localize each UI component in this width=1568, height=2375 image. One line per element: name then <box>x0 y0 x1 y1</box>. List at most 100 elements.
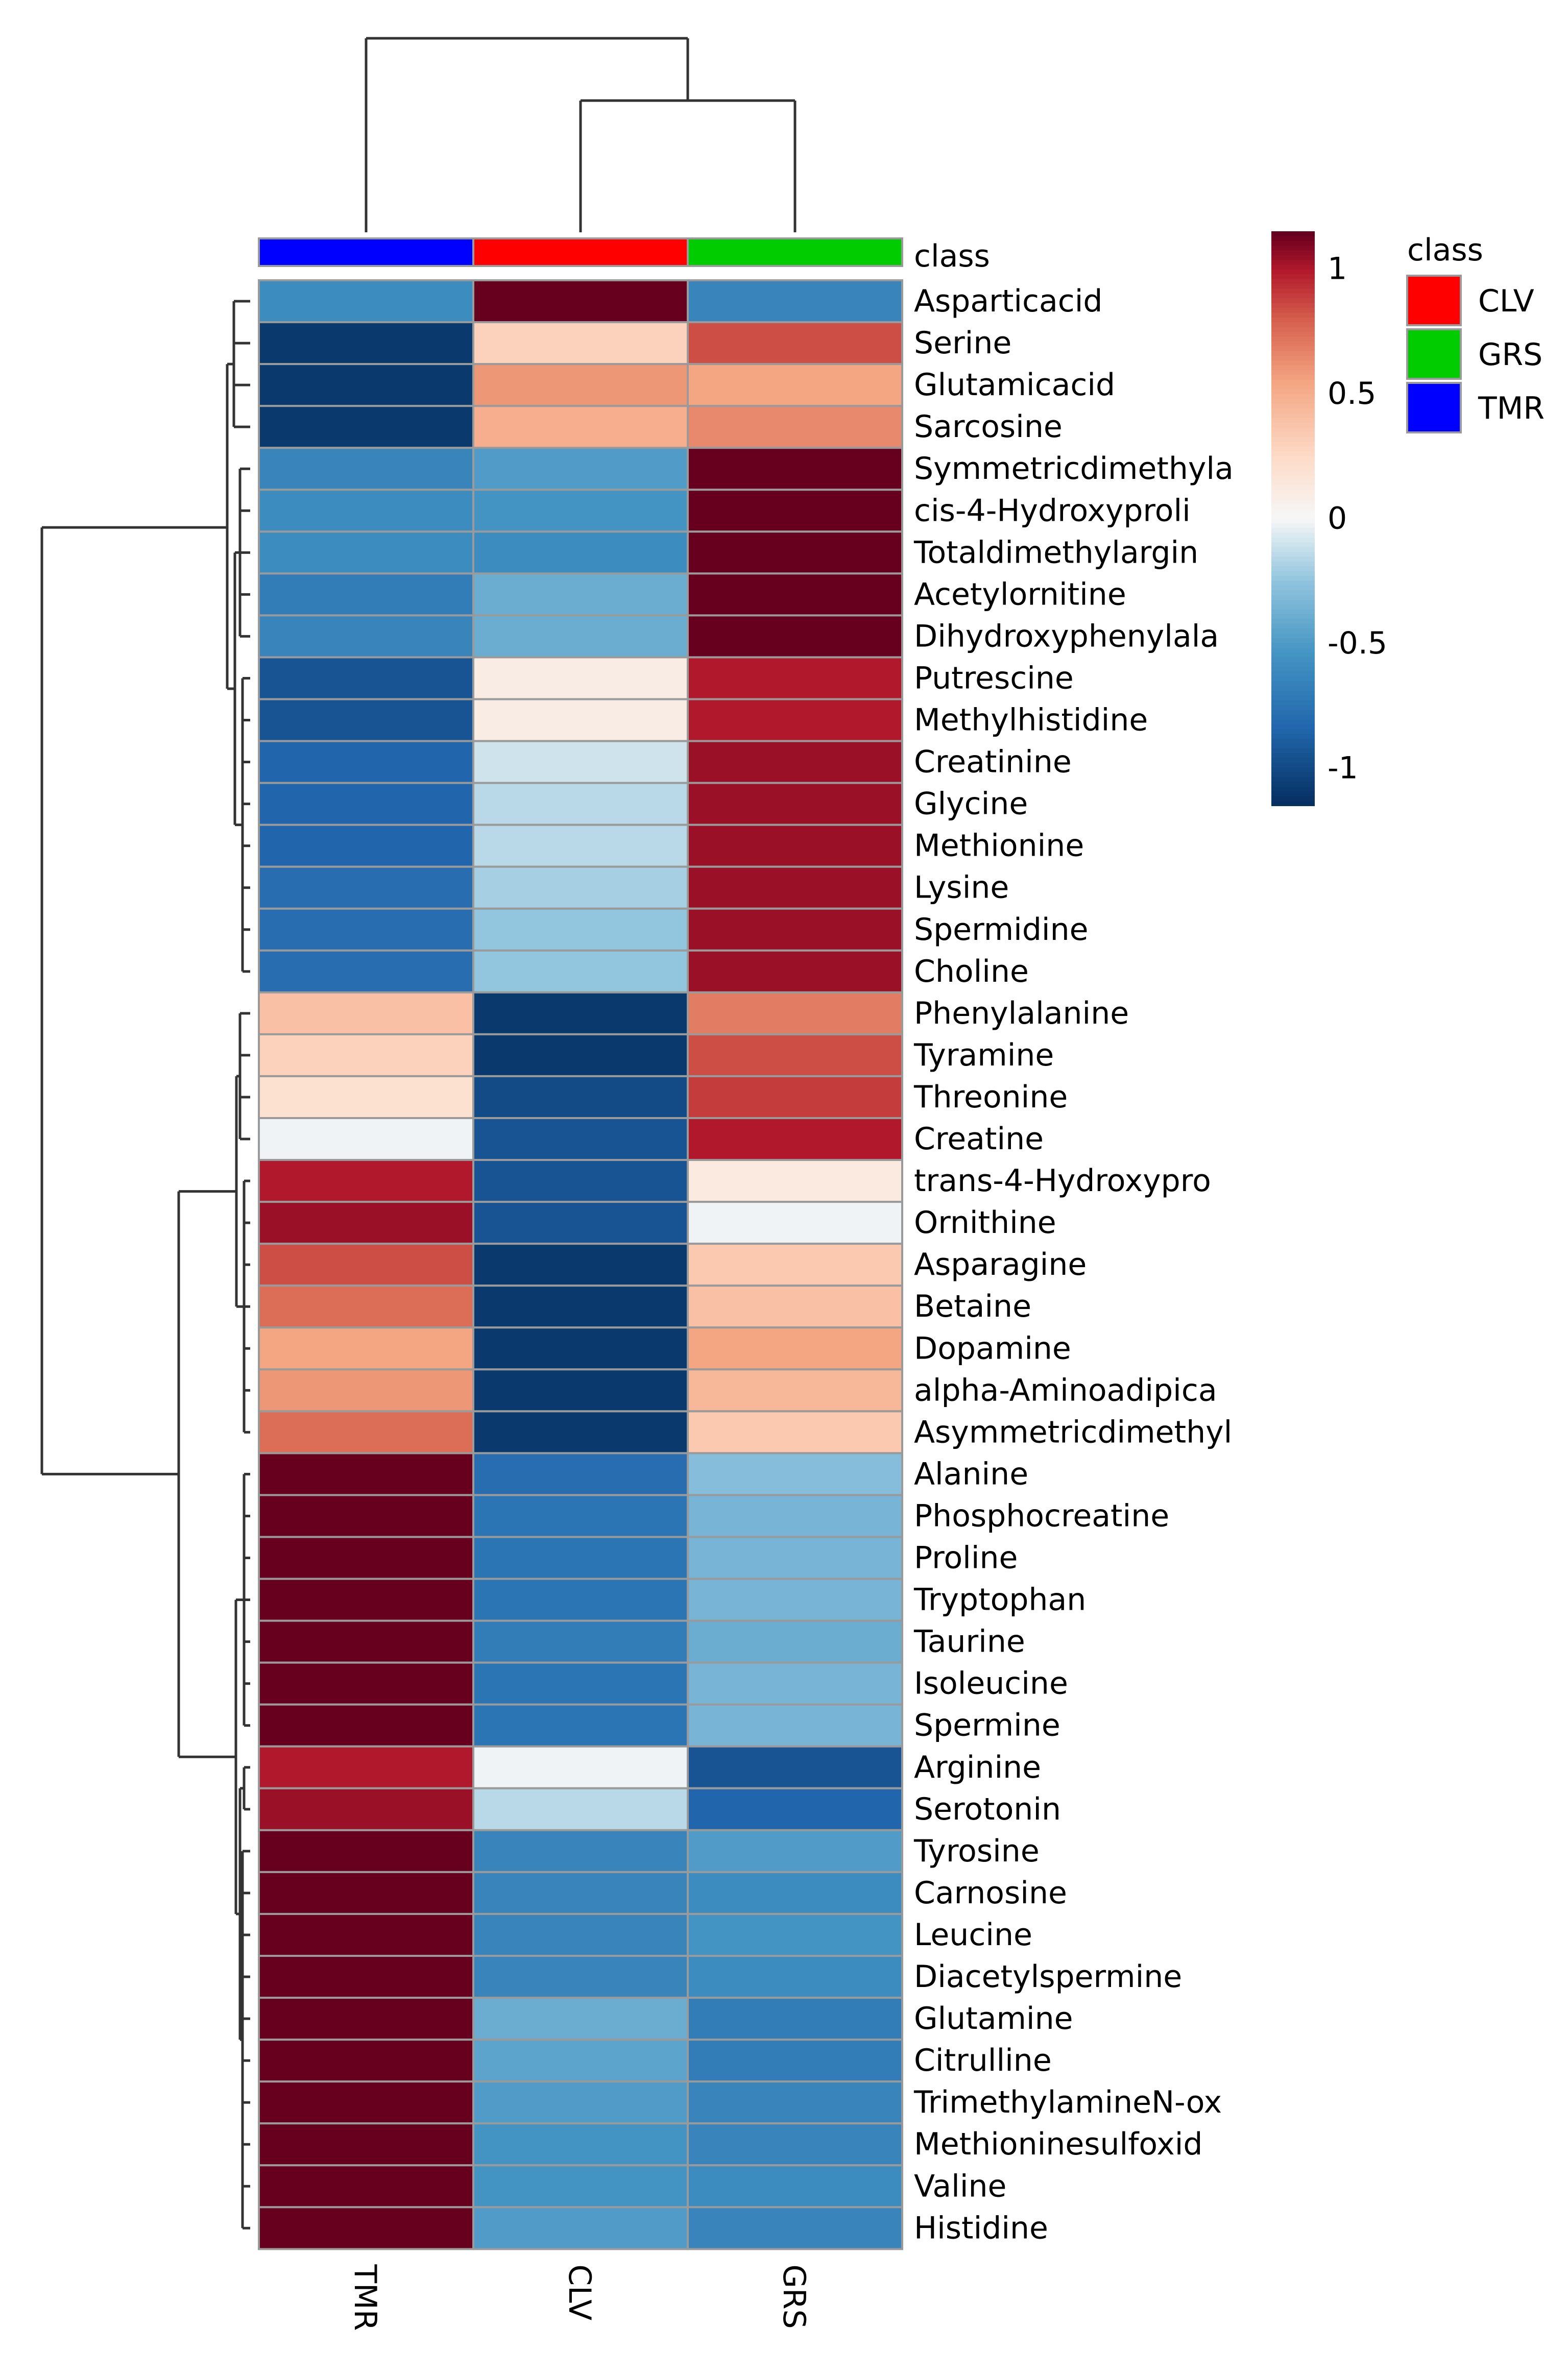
row-label: Creatinine <box>914 744 1072 780</box>
heatmap-cell <box>687 614 903 659</box>
heatmap-cell <box>687 1033 903 1077</box>
row-label: Methionine <box>914 828 1084 864</box>
heatmap-cell <box>258 740 474 784</box>
color-scale-segment <box>1271 609 1315 615</box>
color-scale-segment <box>1271 782 1315 787</box>
heatmap-cell <box>687 1117 903 1161</box>
color-scale-tick: 1 <box>1328 251 1347 286</box>
heatmap-cell <box>258 1159 474 1203</box>
heatmap-cell <box>258 1787 474 1831</box>
color-scale-segment <box>1271 652 1315 658</box>
heatmap-cell <box>472 321 689 366</box>
color-scale-segment <box>1271 523 1315 529</box>
color-scale-segment <box>1271 662 1315 668</box>
heatmap-cell <box>472 572 689 617</box>
row-label: Sarcosine <box>914 409 1063 445</box>
color-scale-segment <box>1271 538 1315 543</box>
row-label: Tryptophan <box>913 1582 1086 1618</box>
color-scale-segment <box>1271 264 1315 270</box>
color-scale-segment <box>1271 437 1315 443</box>
heatmap-cell <box>258 2080 474 2125</box>
color-scale-segment <box>1271 484 1315 491</box>
color-scale-segment <box>1271 623 1315 629</box>
color-scale-segment <box>1271 628 1315 634</box>
heatmap-cell <box>258 907 474 952</box>
color-scale-segment <box>1271 494 1315 500</box>
row-label: Citrulline <box>914 2043 1052 2078</box>
color-scale-segment <box>1271 643 1315 648</box>
color-scale-segment <box>1271 786 1315 792</box>
color-scale-legend: 1 0.5 0 -0.5 -1 <box>1271 231 1387 806</box>
column-dendrogram <box>365 37 797 232</box>
color-scale-tick: -1 <box>1328 750 1358 786</box>
column-label: CLV <box>562 2264 597 2320</box>
color-scale-segment <box>1271 270 1315 275</box>
color-scale-segment <box>1271 504 1315 510</box>
color-scale-segment <box>1271 490 1315 495</box>
row-label: Serotonin <box>914 1791 1061 1827</box>
color-scale-tick: 0 <box>1328 501 1347 537</box>
heatmap-cell <box>472 363 689 407</box>
color-scale-segment <box>1271 676 1315 682</box>
color-scale-segment <box>1271 303 1315 308</box>
heatmap-cell <box>472 2039 689 2083</box>
heatmap-cell <box>687 489 903 533</box>
heatmap-cell <box>472 991 689 1035</box>
color-scale-segment <box>1271 571 1315 576</box>
color-scale-segment <box>1271 403 1315 409</box>
heatmap-cell <box>472 782 689 826</box>
color-scale-segment <box>1271 580 1315 586</box>
heatmap-cell <box>687 1829 903 1873</box>
row-label: Isoleucine <box>914 1666 1068 1702</box>
heatmap-cell <box>472 1745 689 1789</box>
color-scale-segment <box>1271 288 1315 294</box>
row-label: Taurine <box>913 1624 1025 1660</box>
heatmap-cell <box>258 698 474 742</box>
heatmap-cell <box>687 991 903 1035</box>
color-scale-segment <box>1271 236 1315 241</box>
heatmap-cell <box>687 865 903 910</box>
heatmap-cell <box>472 740 689 784</box>
row-label: Ornithine <box>914 1205 1056 1241</box>
color-scale-segment <box>1271 561 1315 567</box>
class-annotation-bar <box>258 237 903 267</box>
color-scale-segment <box>1271 719 1315 725</box>
heatmap-cell <box>472 1033 689 1077</box>
heatmap-cell <box>258 656 474 700</box>
color-scale-segment <box>1271 408 1315 414</box>
heatmap-cell <box>258 1578 474 1622</box>
row-label: Glutamine <box>914 2001 1073 2037</box>
color-scale-segment <box>1271 470 1315 476</box>
row-label: Spermidine <box>914 912 1089 948</box>
column-label: GRS <box>776 2264 812 2329</box>
class-annotation-label: class <box>914 238 990 274</box>
column-labels: TMR CLV GRS <box>347 2264 812 2331</box>
color-scale-segment <box>1271 475 1315 481</box>
color-scale-segment <box>1271 284 1315 289</box>
color-scale-segment <box>1271 796 1315 802</box>
heatmap-cell <box>472 1912 689 1957</box>
heatmap-cell <box>687 1661 903 1706</box>
color-scale-segment <box>1271 767 1315 773</box>
color-scale-segment <box>1271 355 1315 361</box>
row-label: Valine <box>914 2168 1006 2204</box>
row-label: alpha-Aminoadipica <box>914 1372 1217 1408</box>
color-scale-segment <box>1271 312 1315 318</box>
color-scale-segment <box>1271 556 1315 562</box>
heatmap-cell <box>258 614 474 659</box>
heatmap-cell <box>258 823 474 868</box>
heatmap-cell <box>472 1285 689 1329</box>
heatmap-cell <box>258 1955 474 1999</box>
heatmap-cell <box>472 447 689 491</box>
heatmap-cell <box>687 2206 903 2250</box>
heatmap-cell <box>258 1201 474 1245</box>
heatmap-cell <box>687 530 903 575</box>
color-scale-segment <box>1271 714 1315 720</box>
heatmap-cell <box>472 1536 689 1580</box>
class-annotation-cell <box>472 237 689 267</box>
heatmap-cell <box>472 1452 689 1496</box>
heatmap-cell <box>687 321 903 366</box>
heatmap-cell <box>472 1661 689 1706</box>
color-scale-segment <box>1271 681 1315 687</box>
